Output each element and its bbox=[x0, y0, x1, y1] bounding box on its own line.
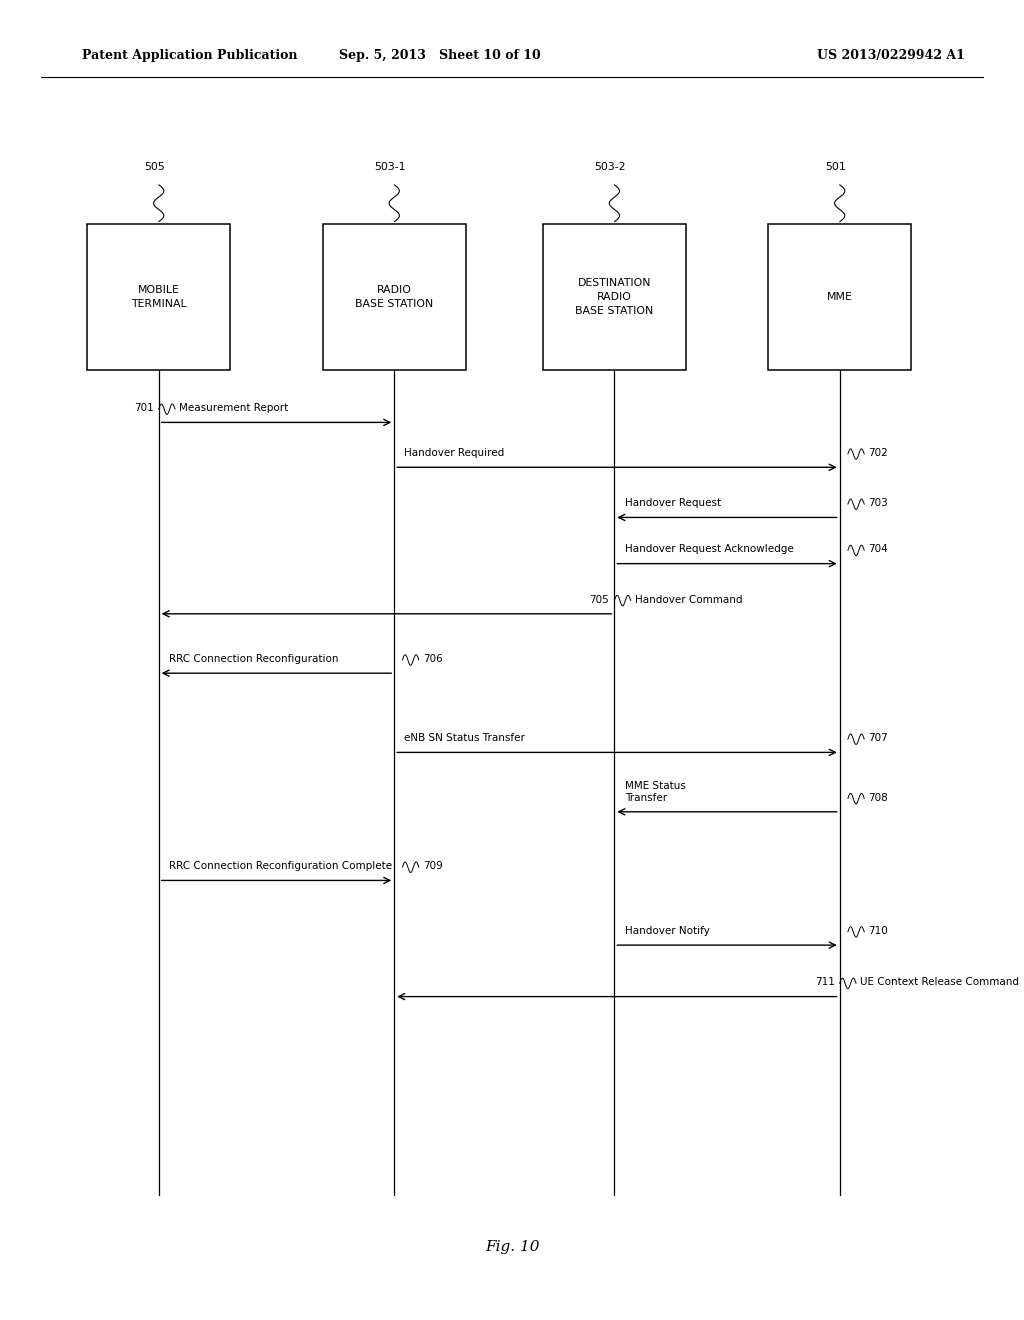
Text: 710: 710 bbox=[868, 925, 888, 936]
Text: US 2013/0229942 A1: US 2013/0229942 A1 bbox=[817, 49, 965, 62]
Text: 503-1: 503-1 bbox=[375, 161, 406, 172]
Text: 708: 708 bbox=[868, 792, 888, 803]
Text: RRC Connection Reconfiguration: RRC Connection Reconfiguration bbox=[169, 653, 339, 664]
Text: Handover Command: Handover Command bbox=[635, 594, 742, 605]
Bar bbox=[323, 224, 466, 370]
Bar bbox=[543, 224, 686, 370]
Text: Sep. 5, 2013   Sheet 10 of 10: Sep. 5, 2013 Sheet 10 of 10 bbox=[339, 49, 542, 62]
Text: 702: 702 bbox=[868, 447, 888, 458]
Text: UE Context Release Command: UE Context Release Command bbox=[860, 977, 1019, 987]
Text: DESTINATION
RADIO
BASE STATION: DESTINATION RADIO BASE STATION bbox=[575, 279, 653, 315]
Text: 709: 709 bbox=[423, 861, 442, 871]
Text: 505: 505 bbox=[144, 161, 165, 172]
Text: 701: 701 bbox=[134, 403, 154, 413]
Text: 707: 707 bbox=[868, 733, 888, 743]
Text: RRC Connection Reconfiguration Complete: RRC Connection Reconfiguration Complete bbox=[169, 861, 392, 871]
Text: RADIO
BASE STATION: RADIO BASE STATION bbox=[355, 285, 433, 309]
Text: Measurement Report: Measurement Report bbox=[179, 403, 289, 413]
Text: MME: MME bbox=[826, 292, 853, 302]
Text: Handover Notify: Handover Notify bbox=[625, 925, 710, 936]
Text: 503-2: 503-2 bbox=[595, 161, 626, 172]
Text: 705: 705 bbox=[590, 594, 609, 605]
Text: Fig. 10: Fig. 10 bbox=[484, 1241, 540, 1254]
Text: MOBILE
TERMINAL: MOBILE TERMINAL bbox=[131, 285, 186, 309]
Bar bbox=[87, 224, 230, 370]
Text: 703: 703 bbox=[868, 498, 888, 508]
Text: 501: 501 bbox=[825, 161, 846, 172]
Text: Handover Required: Handover Required bbox=[404, 447, 505, 458]
Text: 706: 706 bbox=[423, 653, 442, 664]
Text: 711: 711 bbox=[815, 977, 835, 987]
Bar bbox=[768, 224, 911, 370]
Text: 704: 704 bbox=[868, 544, 888, 554]
Text: MME Status
Transfer: MME Status Transfer bbox=[625, 781, 685, 803]
Text: Patent Application Publication: Patent Application Publication bbox=[82, 49, 297, 62]
Text: Handover Request Acknowledge: Handover Request Acknowledge bbox=[625, 544, 794, 554]
Text: Handover Request: Handover Request bbox=[625, 498, 721, 508]
Text: eNB SN Status Transfer: eNB SN Status Transfer bbox=[404, 733, 525, 743]
